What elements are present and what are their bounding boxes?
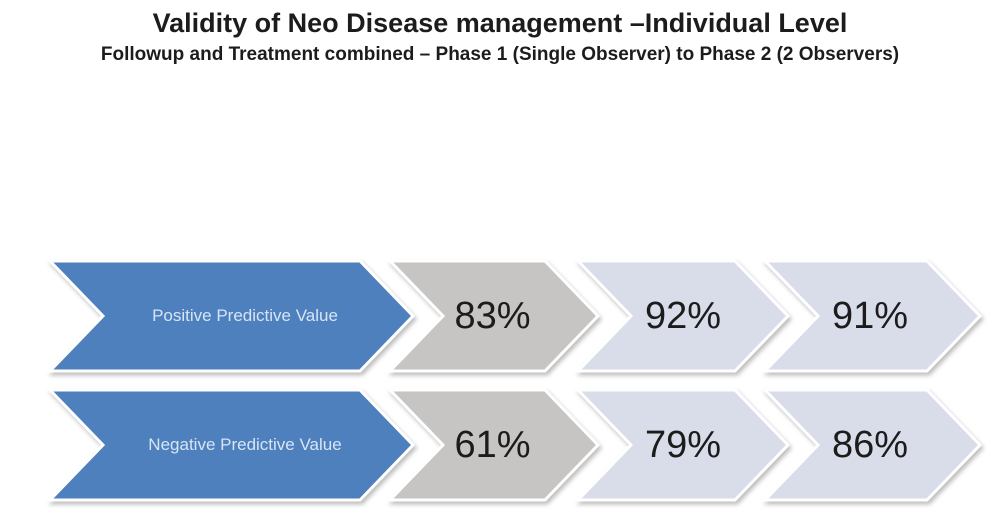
- chevron-shape-phase2b: [761, 259, 983, 373]
- chevron-shape-phase1: [386, 388, 601, 502]
- chevron-row-svg: [46, 259, 983, 373]
- chevron-shape-phase2a: [574, 259, 791, 373]
- chevron-shape-phase1: [386, 259, 601, 373]
- chevron-shape-phase2b: [761, 388, 983, 502]
- row-label-negative: Negative Predictive Value: [148, 435, 342, 454]
- value-positive-2: 92%: [644, 294, 722, 337]
- chevron-shape-metric-label: [46, 259, 416, 373]
- value-positive-1: 83%: [454, 294, 531, 337]
- chevron-shape-phase2a: [574, 388, 791, 502]
- chevron-row-svg: [46, 388, 983, 502]
- value-positive-3: 91%: [831, 294, 909, 337]
- chevron-row-positive: Positive Predictive Value 83% 92% 91%: [0, 259, 1000, 373]
- value-negative-1: 61%: [454, 423, 531, 466]
- chevron-row-negative: Negative Predictive Value 61% 79% 86%: [0, 388, 1000, 502]
- value-negative-3: 86%: [831, 423, 909, 466]
- slide-subtitle: Followup and Treatment combined – Phase …: [100, 44, 900, 65]
- value-negative-2: 79%: [644, 423, 722, 466]
- slide-title: Validity of Neo Disease management –Indi…: [152, 8, 848, 38]
- chevron-shape-metric-label: [46, 388, 416, 502]
- row-label-positive: Positive Predictive Value: [152, 306, 338, 325]
